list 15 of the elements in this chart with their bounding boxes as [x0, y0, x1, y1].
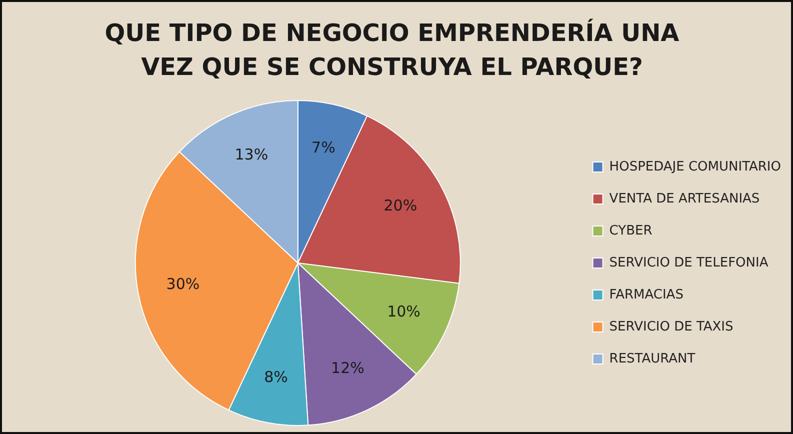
data-label: 30%	[166, 274, 200, 293]
data-label: 10%	[387, 302, 420, 321]
legend-label: HOSPEDAJE COMUNITARIO	[609, 159, 782, 174]
legend-label: FARMACIAS	[609, 287, 684, 302]
data-label: 7%	[312, 138, 336, 157]
chart-title: QUE TIPO DE NEGOCIO EMPRENDERÍA UNA VEZ QUE SE CONSTRUYA EL PARQUE?	[104, 18, 680, 83]
legend-label: SERVICIO DE TELEFONIA	[609, 255, 768, 270]
legend-label: SERVICIO DE TAXIS	[609, 319, 734, 334]
data-label: 20%	[384, 196, 418, 215]
legend-label: RESTAURANT	[609, 351, 696, 366]
legend-label: VENTA DE ARTESANIAS	[609, 191, 760, 206]
data-label: 13%	[234, 146, 268, 164]
legend-label: CYBER	[609, 223, 652, 238]
data-label: 12%	[331, 358, 364, 377]
data-label: 8%	[264, 368, 288, 386]
